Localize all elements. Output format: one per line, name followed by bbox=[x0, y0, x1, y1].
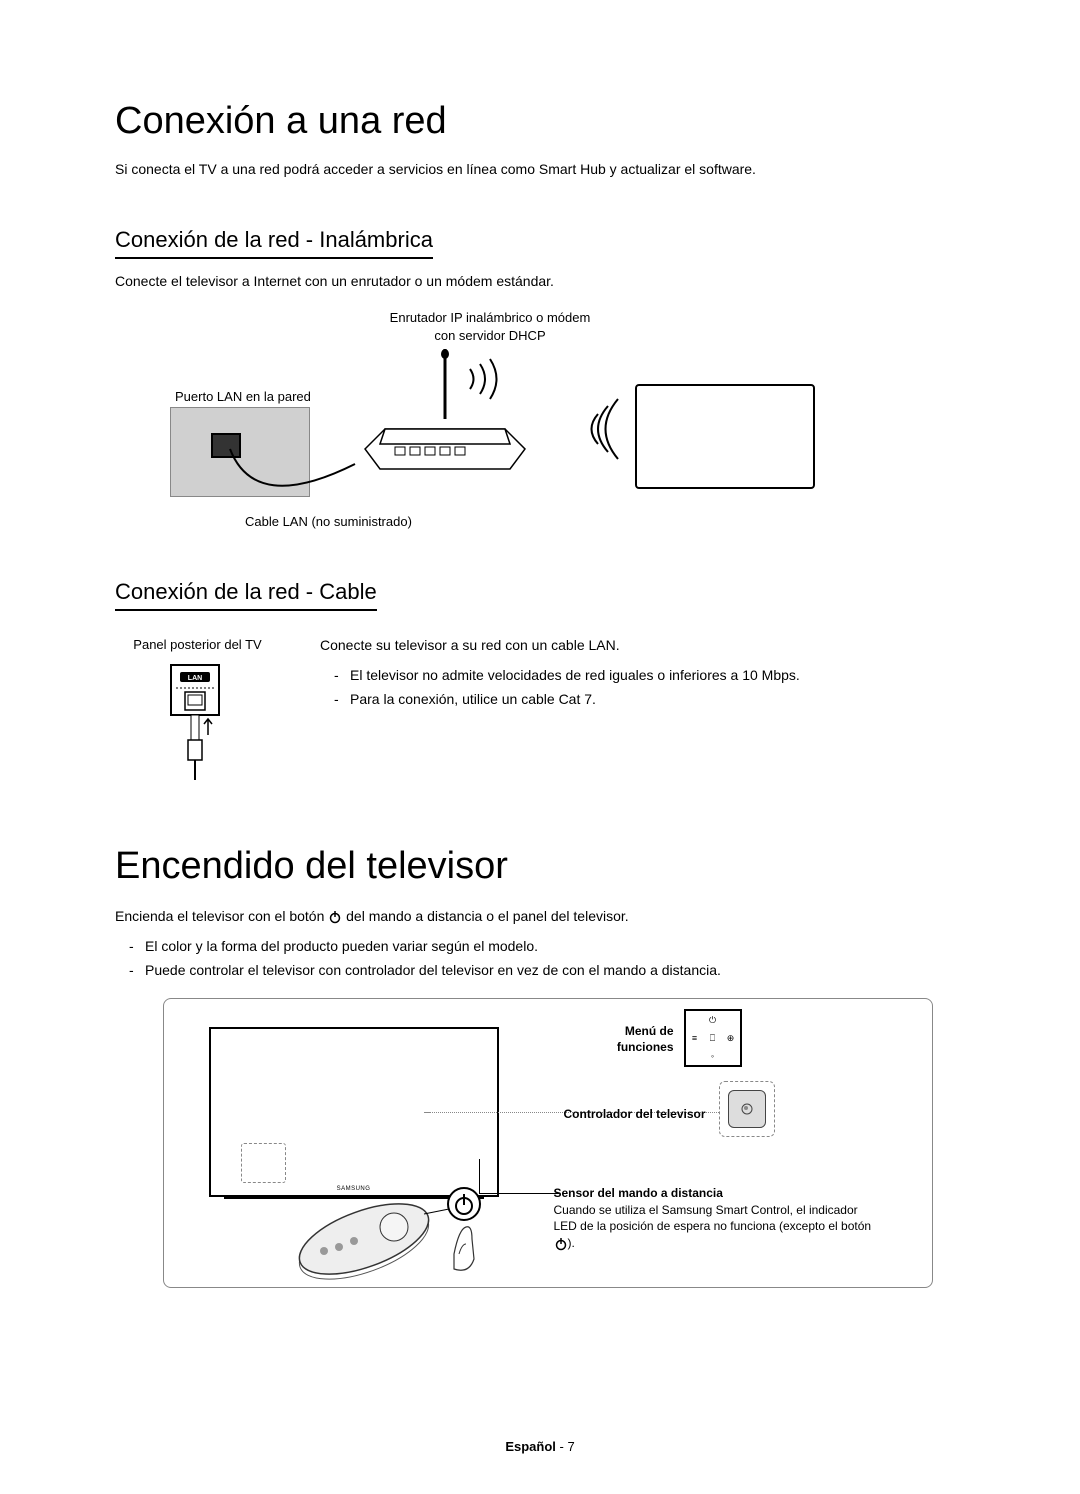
func-menu-label: Menú de funciones bbox=[594, 1024, 674, 1055]
cable-intro: Conecte su televisor a su red con un cab… bbox=[320, 637, 980, 653]
power-icon bbox=[328, 910, 342, 924]
lan-cable-curve bbox=[225, 439, 405, 529]
footer-lang: Español bbox=[505, 1439, 556, 1454]
tv-controller-icon bbox=[719, 1081, 775, 1137]
power-bullet-2: Puede controlar el televisor con control… bbox=[115, 962, 980, 978]
power-icon-small bbox=[554, 1237, 568, 1251]
router-label-line2: con servidor DHCP bbox=[434, 328, 545, 343]
guide-line-2 bbox=[424, 1112, 432, 1113]
sensor-title: Sensor del mando a distancia bbox=[554, 1186, 723, 1200]
cable-right: Conecte su televisor a su red con un cab… bbox=[320, 637, 980, 790]
page-intro: Si conecta el TV a una red podrá acceder… bbox=[115, 161, 980, 177]
footer-sep: - bbox=[556, 1439, 568, 1454]
cable-left: Panel posterior del TV LAN bbox=[115, 637, 280, 790]
sensor-text: Cuando se utiliza el Samsung Smart Contr… bbox=[554, 1202, 874, 1251]
wireless-subtext: Conecte el televisor a Internet con un e… bbox=[115, 273, 980, 289]
wireless-title: Conexión de la red - Inalámbrica bbox=[115, 227, 433, 259]
power-diagram: SAMSUNG Menú de funciones ⏻ ≡⎕⊕ ◦ Contro… bbox=[163, 998, 933, 1288]
power-section: Encendido del televisor Encienda el tele… bbox=[115, 845, 980, 1288]
page-title: Conexión a una red bbox=[115, 100, 980, 143]
tv-back-panel-icon: LAN bbox=[153, 660, 243, 790]
ctrl-label: Controlador del televisor bbox=[564, 1107, 706, 1121]
footer-page: 7 bbox=[567, 1439, 574, 1454]
power-intro: Encienda el televisor con el botón del m… bbox=[115, 908, 980, 924]
router-label: Enrutador IP inalámbrico o módem con ser… bbox=[365, 309, 615, 345]
wireless-section: Conexión de la red - Inalámbrica Conecte… bbox=[115, 227, 980, 539]
remote-icon bbox=[294, 1159, 544, 1289]
power-bullet-1: El color y la forma del producto pueden … bbox=[115, 938, 980, 954]
power-intro-suffix: del mando a distancia o el panel del tel… bbox=[342, 908, 628, 924]
cable-bullet-2: Para la conexión, utilice un cable Cat 7… bbox=[320, 691, 980, 707]
cable-content: Panel posterior del TV LAN bbox=[115, 637, 980, 790]
cable-section: Conexión de la red - Cable Panel posteri… bbox=[115, 579, 980, 790]
joystick-icon bbox=[728, 1090, 766, 1128]
signal-icon bbox=[573, 394, 633, 464]
page-footer: Español - 7 bbox=[0, 1439, 1080, 1454]
lan-port-label: Puerto LAN en la pared bbox=[175, 389, 311, 404]
wireless-diagram: Enrutador IP inalámbrico o módem con ser… bbox=[115, 309, 875, 539]
panel-label: Panel posterior del TV bbox=[115, 637, 280, 652]
router-label-line1: Enrutador IP inalámbrico o módem bbox=[390, 310, 591, 325]
tv-highlight-box bbox=[241, 1143, 286, 1183]
sensor-text-suffix: ). bbox=[568, 1236, 575, 1250]
sensor-text-prefix: Cuando se utiliza el Samsung Smart Contr… bbox=[554, 1203, 872, 1233]
svg-text:LAN: LAN bbox=[187, 675, 201, 682]
tv-icon bbox=[635, 384, 815, 489]
power-title: Encendido del televisor bbox=[115, 845, 980, 888]
func-menu-box: ⏻ ≡⎕⊕ ◦ bbox=[684, 1009, 742, 1067]
cable-bullet-1: El televisor no admite velocidades de re… bbox=[320, 667, 980, 683]
power-intro-prefix: Encienda el televisor con el botón bbox=[115, 908, 328, 924]
cable-title: Conexión de la red - Cable bbox=[115, 579, 377, 611]
